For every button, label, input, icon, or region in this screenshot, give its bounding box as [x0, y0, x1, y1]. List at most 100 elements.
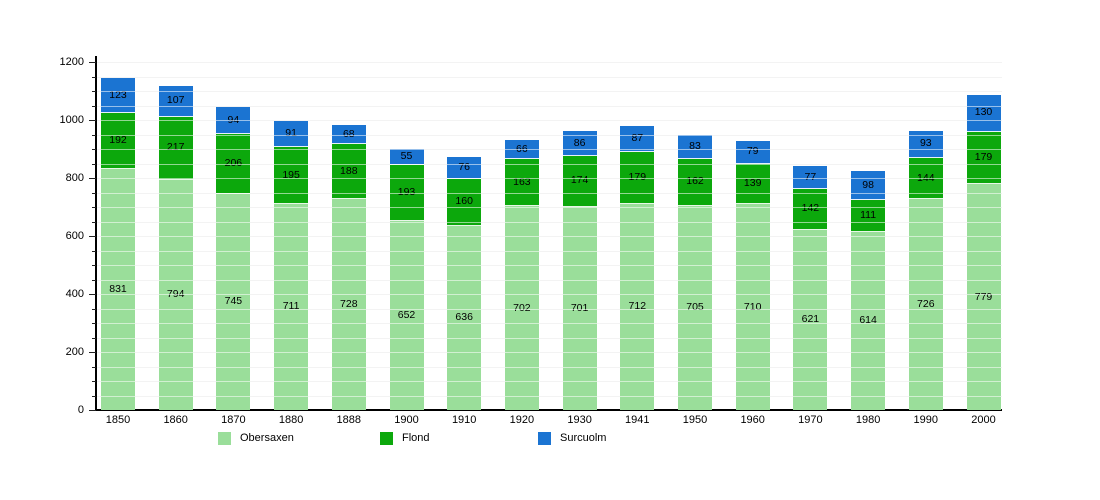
bar-value-label: 76 — [458, 161, 471, 174]
bar-value-label: 728 — [340, 297, 358, 310]
bar-value-label: 142 — [801, 202, 820, 215]
bar-value-label: 192 — [109, 134, 127, 147]
gridline-overlay — [97, 149, 1002, 150]
bar-segment-surcuolm: 76 — [447, 157, 482, 180]
legend-swatch-surcuolm — [538, 431, 551, 445]
bar-value-label: 130 — [974, 106, 993, 119]
bar-segment-flond: 188 — [331, 144, 366, 199]
y-axis-line — [95, 56, 97, 411]
y-minor-tick — [92, 76, 96, 78]
bar-segment-surcuolm: 87 — [620, 126, 655, 152]
y-minor-tick — [92, 134, 96, 136]
y-minor-tick — [92, 221, 96, 223]
bar-segment-flond: 217 — [158, 116, 193, 180]
bar-value-label: 91 — [285, 127, 297, 140]
bar-segment-surcuolm: 98 — [851, 171, 886, 200]
bar-value-label: 86 — [573, 136, 586, 149]
bar-segment-obersaxen: 636 — [447, 225, 482, 410]
bar-value-label: 98 — [862, 178, 874, 191]
gridline-overlay — [97, 221, 1002, 223]
x-tick-label: 1880 — [278, 414, 304, 426]
bar-value-label: 68 — [343, 128, 355, 140]
bar-1980: 614 111 98 — [851, 171, 886, 410]
y-minor-tick — [92, 308, 96, 310]
bar-value-label: 710 — [743, 300, 762, 313]
bar-segment-flond: 179 — [620, 151, 655, 204]
legend-item-flond: Flond — [380, 431, 430, 445]
bar-segment-obersaxen: 701 — [562, 206, 597, 410]
bar-segment-obersaxen: 779 — [966, 184, 1001, 410]
bar-segment-surcuolm: 130 — [966, 94, 1001, 133]
y-minor-tick — [92, 337, 96, 339]
bar-value-label: 174 — [570, 174, 589, 187]
gridline-overlay — [97, 337, 1002, 339]
bar-value-label: 206 — [224, 157, 243, 170]
x-tick-label: 1990 — [913, 414, 939, 426]
bar-value-label: 831 — [109, 283, 127, 295]
bar-value-label: 79 — [746, 145, 759, 158]
bar-value-label: 107 — [166, 94, 185, 107]
gridline-overlay — [97, 323, 1002, 324]
bar-1950: 705 162 83 — [678, 134, 712, 410]
y-tick-label: 800 — [65, 172, 84, 184]
bar-segment-surcuolm: 77 — [793, 166, 828, 189]
gridline-overlay — [97, 294, 1002, 295]
y-tick-label: 1000 — [59, 114, 84, 126]
bar-1910: 636 160 76 — [447, 157, 482, 410]
bar-segment-flond: 179 — [966, 132, 1001, 185]
y-tick-label: 400 — [65, 288, 84, 300]
bar-segment-flond: 163 — [504, 159, 539, 207]
x-axis-line — [95, 409, 1002, 411]
bar-segment-flond: 174 — [562, 156, 597, 207]
y-major-tick — [89, 120, 96, 121]
plot-area: 831 192 123 794 217 107 745 206 94 711 195 91 728 188… — [97, 62, 1002, 410]
bar-segment-obersaxen: 621 — [793, 229, 828, 410]
y-major-tick — [89, 62, 96, 63]
bar-value-label: 66 — [516, 142, 528, 155]
gridline-overlay — [97, 395, 1002, 397]
bar-segment-obersaxen: 745 — [216, 193, 251, 410]
y-minor-tick — [92, 381, 96, 382]
bar-value-label: 163 — [513, 175, 531, 188]
y-minor-tick — [92, 265, 96, 266]
y-major-tick — [89, 294, 96, 295]
legend-label-obersaxen: Obersaxen — [240, 432, 294, 444]
bar-1920: 702 163 66 — [504, 140, 539, 410]
bar-value-label: 83 — [689, 139, 701, 152]
bar-1970: 621 142 77 — [793, 166, 828, 410]
bar-2000: 779 179 130 — [966, 94, 1001, 410]
bar-segment-surcuolm: 79 — [735, 140, 770, 164]
bar-value-label: 111 — [860, 208, 877, 221]
y-major-tick — [89, 236, 96, 237]
x-tick-label: 1960 — [740, 414, 765, 426]
bar-1870: 745 206 94 — [216, 106, 251, 410]
bar-1880: 711 195 91 — [274, 120, 309, 410]
bar-segment-obersaxen: 711 — [274, 203, 309, 410]
bar-segment-obersaxen: 702 — [504, 206, 539, 410]
bar-value-label: 217 — [166, 141, 185, 154]
bar-1990: 726 144 93 — [908, 130, 943, 410]
legend-item-surcuolm: Surcuolm — [538, 431, 606, 445]
x-tick-label: 2000 — [971, 414, 996, 426]
y-minor-tick — [92, 91, 96, 92]
bar-value-label: 94 — [227, 113, 240, 126]
x-tick-label: 1900 — [394, 414, 419, 426]
y-minor-tick — [92, 250, 96, 252]
bar-segment-flond: 142 — [793, 188, 828, 230]
bar-value-label: 701 — [571, 302, 589, 314]
gridline-overlay — [97, 105, 1002, 107]
bar-1941: 712 179 87 — [620, 126, 655, 410]
gridline-overlay — [97, 381, 1002, 382]
bar-value-label: 702 — [513, 302, 531, 314]
y-major-tick — [89, 352, 96, 353]
legend-swatch-flond — [380, 431, 393, 445]
bar-value-label: 636 — [455, 311, 473, 324]
bar-value-label: 195 — [282, 168, 300, 181]
x-tick-label: 1910 — [451, 414, 477, 426]
bar-value-label: 745 — [224, 295, 243, 308]
bar-1960: 710 139 79 — [735, 140, 770, 410]
bar-value-label: 179 — [628, 170, 647, 183]
gridline-overlay — [97, 265, 1002, 266]
bar-value-label: 87 — [631, 132, 644, 145]
bar-segment-surcuolm: 123 — [101, 77, 135, 114]
